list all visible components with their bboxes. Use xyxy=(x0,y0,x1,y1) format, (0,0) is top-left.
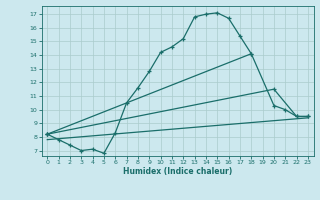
X-axis label: Humidex (Indice chaleur): Humidex (Indice chaleur) xyxy=(123,167,232,176)
